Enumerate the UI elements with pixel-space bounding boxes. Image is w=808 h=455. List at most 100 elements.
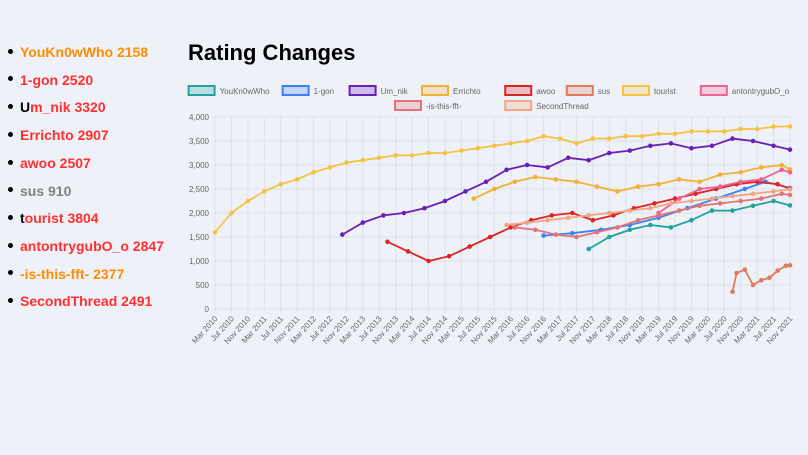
user-link[interactable]: antontrygubO_o 2847 (20, 238, 164, 254)
data-point (709, 208, 715, 213)
data-point (446, 253, 452, 259)
user-rating: 2507 (59, 154, 91, 171)
data-point (787, 203, 793, 208)
data-point (697, 186, 702, 192)
legend-label: Errichto (453, 87, 481, 96)
rating-chart: YouKn0wWho 1-gon Um_nik Errichto awoo sus tour… (187, 85, 795, 346)
user-list-item: Um_nik 3320 (8, 99, 106, 115)
y-tick-label: 4,000 (189, 113, 210, 122)
legend-label: YouKn0wWho (220, 87, 271, 96)
data-point (508, 225, 514, 230)
data-point (709, 196, 715, 201)
data-point (327, 165, 333, 170)
series-line (543, 180, 791, 237)
data-point (401, 210, 407, 216)
user-link[interactable]: awoo 2507 (20, 155, 91, 171)
data-point (533, 174, 538, 180)
data-point (483, 179, 489, 185)
user-handle: ourist (24, 210, 64, 227)
data-point (376, 155, 382, 161)
data-point (545, 165, 550, 170)
legend-swatch (504, 100, 533, 111)
data-point (491, 143, 497, 149)
data-point (787, 263, 793, 268)
user-link[interactable]: -is-this-fft- 2377 (20, 266, 124, 282)
user-handle: awoo (20, 154, 56, 171)
data-point (730, 289, 735, 295)
data-point (627, 227, 633, 233)
user-link[interactable]: Um_nik 3320 (20, 99, 106, 115)
data-point (524, 220, 530, 225)
data-point (574, 141, 579, 146)
data-point (586, 246, 592, 252)
data-point (771, 198, 776, 204)
user-rating: 910 (48, 182, 72, 199)
data-point (385, 239, 390, 245)
user-link[interactable]: YouKn0wWho 2158 (20, 44, 148, 60)
data-point (730, 208, 735, 213)
data-point (553, 232, 559, 237)
data-point (738, 179, 744, 185)
legend-swatch (187, 85, 216, 96)
legend-swatch (348, 85, 377, 96)
data-point (672, 131, 678, 137)
data-point (615, 189, 620, 194)
series-Errichto (471, 162, 793, 201)
user-link[interactable]: 1-gon 2520 (20, 72, 93, 88)
data-point (709, 143, 715, 149)
data-point (721, 129, 727, 134)
user-link[interactable]: SecondThread 2491 (20, 293, 152, 309)
data-point (787, 147, 793, 152)
y-tick-label: 2,000 (189, 209, 210, 218)
data-point (627, 208, 633, 213)
data-point (541, 233, 546, 238)
data-point (459, 148, 464, 153)
data-point (565, 155, 571, 161)
data-point (426, 150, 431, 156)
user-link[interactable]: Errichto 2907 (20, 127, 109, 143)
bullet-icon (8, 242, 13, 248)
legend-label: antontrygubO_o (732, 87, 790, 96)
data-point (787, 170, 793, 175)
data-point (648, 222, 653, 228)
data-point (779, 162, 785, 168)
data-point (758, 196, 764, 201)
data-point (409, 153, 415, 158)
user-list-item: tourist 3804 (8, 210, 99, 226)
user-list-item: SecondThread 2491 (8, 293, 152, 309)
data-point (606, 136, 612, 141)
data-point (627, 148, 633, 153)
user-link[interactable]: sus 910 (20, 183, 71, 199)
data-point (775, 268, 780, 273)
data-point (623, 133, 629, 139)
legend-label: awoo (536, 87, 556, 96)
legend-label: -is-this-fft- (426, 102, 462, 111)
data-point (212, 229, 218, 235)
user-handle-first-letter: t (20, 210, 25, 227)
data-point (524, 138, 530, 144)
legend-swatch (699, 85, 728, 96)
data-point (779, 167, 785, 173)
y-tick-label: 1,000 (189, 257, 210, 266)
data-point (676, 208, 682, 213)
series-YouKn0wWho (586, 198, 793, 252)
data-point (656, 181, 661, 187)
bullet-icon (8, 104, 13, 110)
y-tick-label: 3,000 (189, 161, 210, 170)
data-point (463, 189, 468, 194)
data-point (524, 162, 530, 168)
data-point (738, 126, 744, 132)
legend-label: 1-gon (314, 87, 334, 96)
data-point (717, 201, 723, 206)
data-point (344, 160, 349, 165)
user-list-item: -is-this-fft- 2377 (8, 266, 124, 282)
user-list-item: awoo 2507 (8, 155, 91, 171)
user-rating: 3320 (74, 99, 106, 116)
user-link[interactable]: tourist 3804 (20, 210, 99, 226)
data-point (635, 217, 641, 223)
legend-swatch (504, 85, 533, 96)
data-point (648, 205, 653, 211)
data-point (668, 201, 674, 206)
data-point (533, 227, 538, 233)
data-point (606, 234, 612, 240)
